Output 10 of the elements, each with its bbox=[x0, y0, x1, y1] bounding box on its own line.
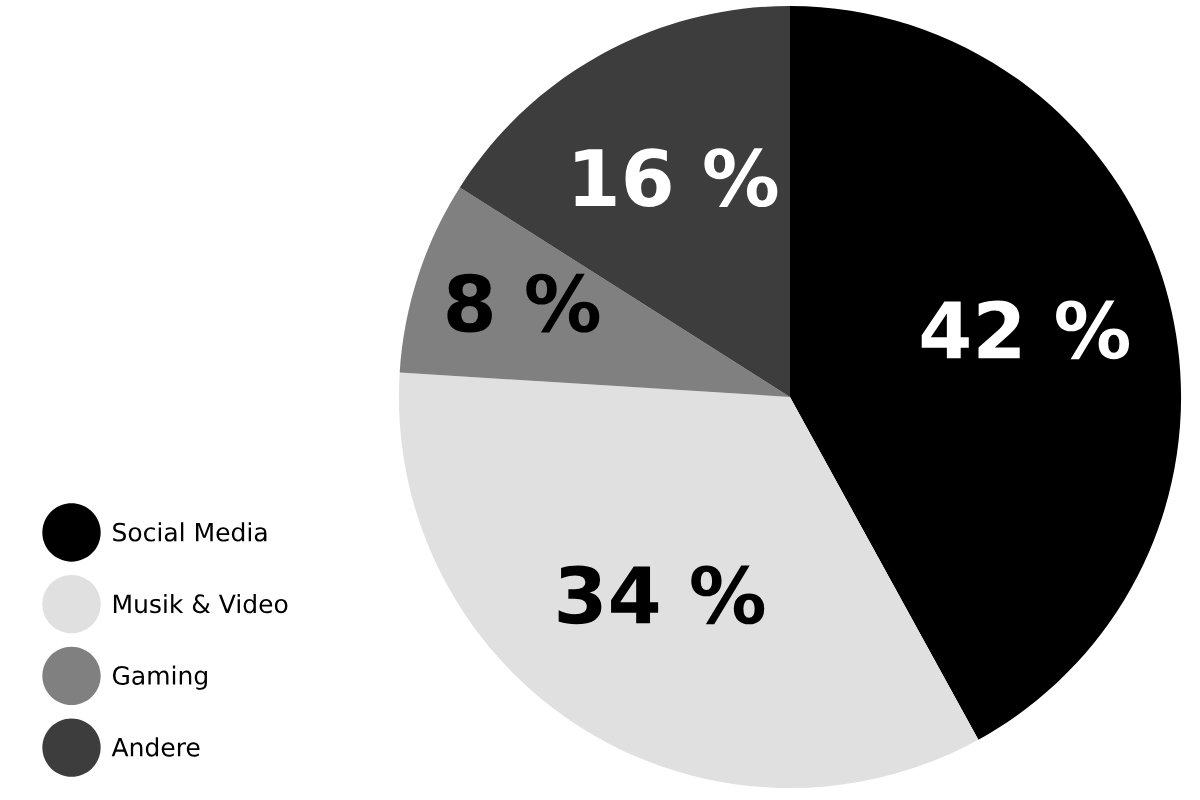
data-label: 42 % bbox=[921, 300, 1130, 360]
legend-label: Musik & Video bbox=[113, 593, 288, 614]
data-label: 34 % bbox=[558, 565, 765, 625]
data-label: 8 % bbox=[447, 273, 600, 333]
legend-label: Andere bbox=[111, 737, 200, 757]
pie-slice bbox=[398, 372, 979, 789]
legend-label: Gaming bbox=[112, 665, 207, 690]
data-label: 16 % bbox=[575, 148, 778, 208]
legend-label: Social Media bbox=[113, 522, 267, 542]
pie-slice bbox=[790, 5, 1181, 740]
